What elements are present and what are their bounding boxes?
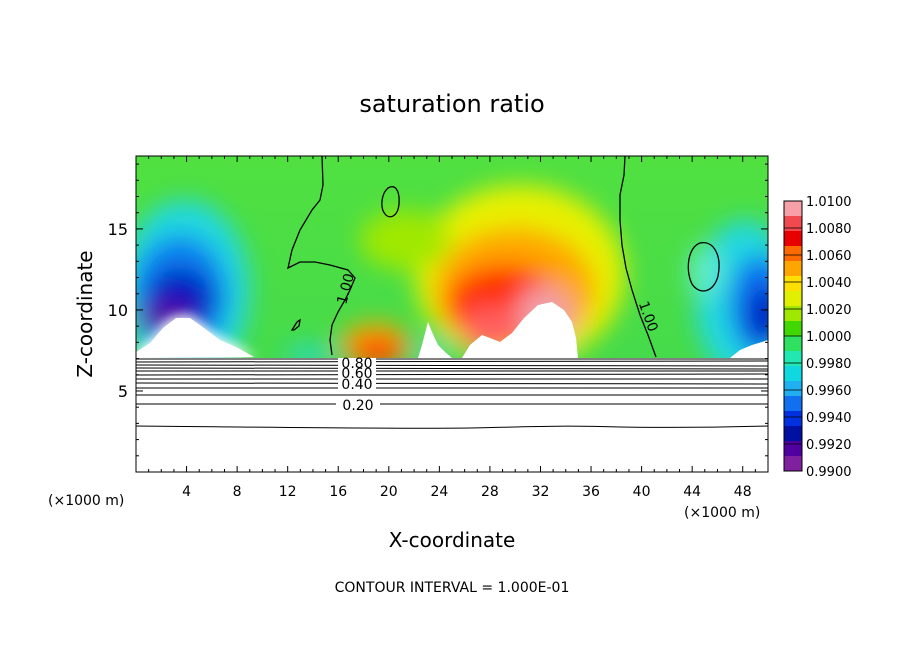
colorbar-swatch-10: [784, 351, 802, 367]
colorbar-swatch-5: [784, 276, 802, 292]
colorbar-swatch-2: [784, 231, 802, 247]
x-tick-label-5: 24: [430, 484, 448, 500]
colorbar-label-2: 1.0060: [806, 249, 852, 264]
colorbar-label-10: 0.9900: [806, 465, 852, 480]
colorbar-swatch-3: [784, 246, 802, 262]
lower-white-region: [136, 358, 768, 472]
contour-label-sat-left: 1.00: [334, 272, 358, 306]
colorbar-label-7: 0.9960: [806, 384, 852, 399]
colorbar-swatch-4: [784, 261, 802, 277]
dry-region-right-inner: [747, 287, 768, 343]
x-tick-label-11: 48: [734, 484, 752, 500]
x-tick-label-7: 32: [532, 484, 550, 500]
contour-closed-small: [290, 318, 301, 331]
x-units-right: (×1000 m): [684, 505, 760, 521]
y-tick-label-1: 10: [108, 301, 128, 320]
x-tick-label-9: 40: [633, 484, 651, 500]
colorbar-swatch-9: [784, 336, 802, 352]
contour-1-00-right: [619, 156, 657, 358]
colorbar-swatch-13: [784, 396, 802, 412]
x-tick-label-0: 4: [182, 484, 191, 500]
contour-label-060-bg: [338, 369, 376, 378]
colorbar-swatch-17: [784, 456, 802, 472]
contour-label-020-bg: [336, 397, 380, 411]
colorbar-label-9: 0.9920: [806, 438, 852, 453]
colorbar-swatch-16: [784, 441, 802, 457]
lower-contours: [136, 358, 768, 429]
contour-label-040-bg: [338, 378, 376, 389]
y-tick-label-2: 15: [108, 220, 128, 239]
x-tick-label-1: 8: [233, 484, 242, 500]
colorbar-label-3: 1.0040: [806, 276, 852, 291]
x-axis-ticks: 4 8 12 16 20 24 28 32 36 40 44 48: [148, 156, 756, 500]
dry-patch-right: [689, 246, 721, 298]
colorbar-label-1: 1.0080: [806, 222, 852, 237]
x-tick-label-8: 36: [582, 484, 600, 500]
contour-closed-upper: [381, 186, 400, 218]
y-axis-ticks: 5 10 15: [108, 163, 768, 457]
y-axis-label: Z-coordinate: [73, 250, 97, 377]
colorbar-swatch-1: [784, 216, 802, 232]
colorbar-swatch-12: [784, 381, 802, 397]
colorbar-swatch-0: [784, 201, 802, 217]
contour-1-00-left: [287, 156, 356, 356]
colorbar-swatch-15: [784, 426, 802, 442]
x-tick-label-10: 44: [683, 484, 701, 500]
chart-title: saturation ratio: [359, 90, 544, 118]
saturation-contours: [287, 156, 720, 358]
masked-hill-right: [730, 340, 768, 358]
x-tick-label-4: 20: [380, 484, 398, 500]
x-tick-label-6: 28: [481, 484, 499, 500]
masked-hill-mid: [418, 322, 452, 358]
x-axis-label: X-coordinate: [389, 528, 516, 552]
colorbar-swatch-11: [784, 366, 802, 382]
colorbar-swatch-7: [784, 306, 802, 322]
x-tick-label-3: 16: [329, 484, 347, 500]
contour-labels: 1.00 1.00 0.80 0.60 0.40 0.20: [334, 272, 660, 414]
contour-interval-note: CONTOUR INTERVAL = 1.000E-01: [335, 580, 570, 596]
masked-hill-left-solid: [136, 318, 254, 358]
colorbar-label-0: 1.0100: [806, 195, 852, 210]
upper-yellowish-area: [360, 210, 450, 270]
contour-label-020: 0.20: [342, 398, 373, 414]
x-units-left: (×1000 m): [48, 493, 124, 509]
colorbar-label-5: 1.0000: [806, 330, 852, 345]
colorbar-label-4: 1.0020: [806, 303, 852, 318]
colorbar-label-8: 0.9940: [806, 411, 852, 426]
colorbar-swatch-14: [784, 411, 802, 427]
y-tick-label-0: 5: [118, 382, 128, 401]
colorbar: 1.0100 1.0080 1.0060 1.0040 1.0020 1.0000 0.99…: [783, 195, 852, 480]
colorbar-label-6: 0.9980: [806, 357, 852, 372]
contour-label-080: 0.80: [341, 356, 372, 372]
x-tick-label-2: 12: [279, 484, 297, 500]
contour-closed-right: [687, 242, 720, 292]
contour-label-080-bg: [338, 358, 376, 370]
saturation-field: [136, 156, 768, 472]
contour-label-040: 0.40: [341, 377, 372, 393]
masked-hill-center: [462, 302, 578, 358]
colorbar-swatch-8: [784, 321, 802, 337]
colorbar-swatch-6: [784, 291, 802, 307]
